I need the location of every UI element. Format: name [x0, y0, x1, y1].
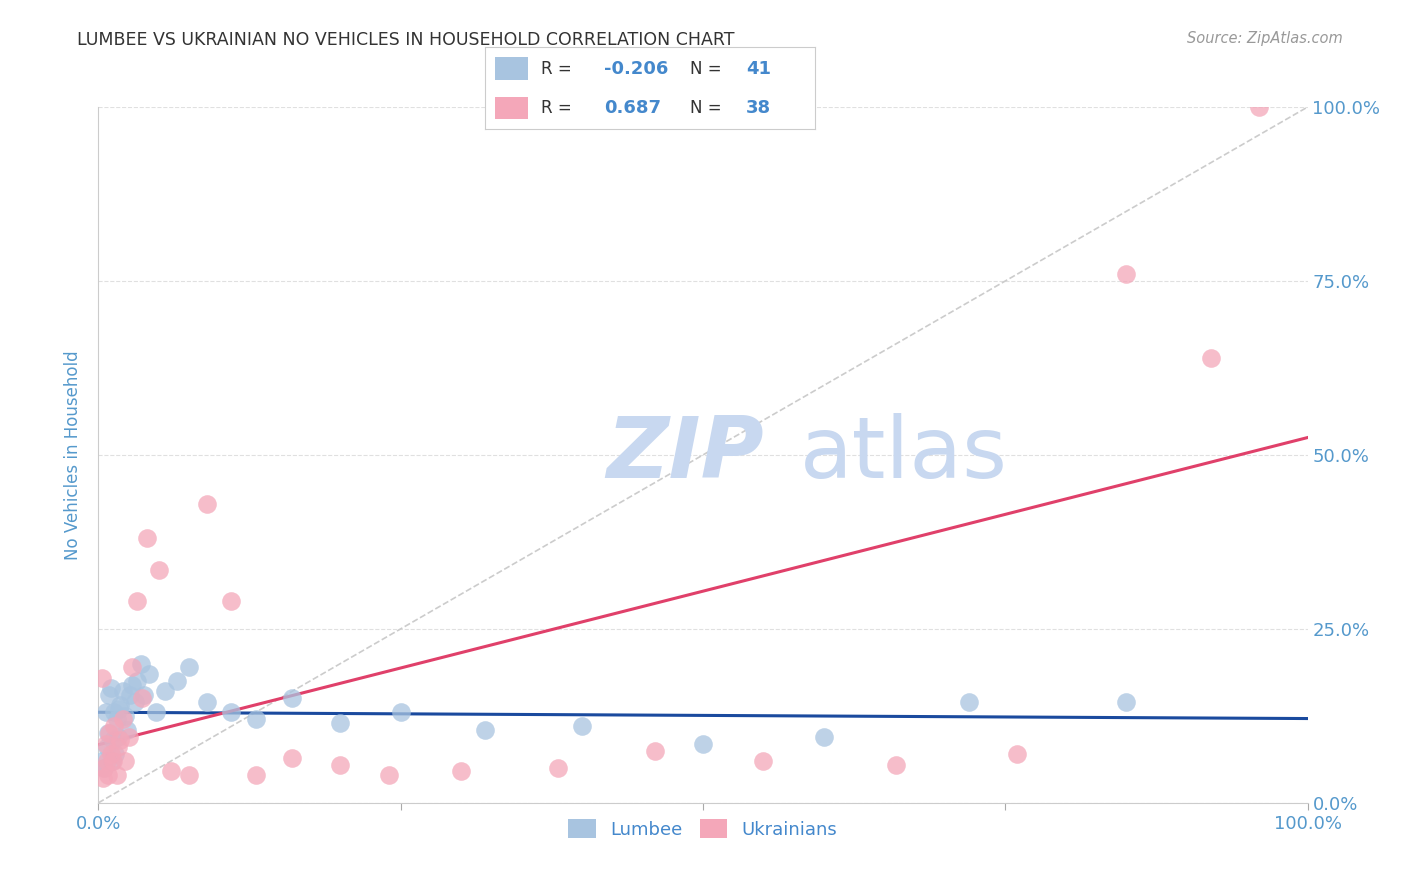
Y-axis label: No Vehicles in Household: No Vehicles in Household: [65, 350, 83, 560]
Point: [195, 695, 218, 709]
Point: [114, 754, 136, 768]
Point: [100, 754, 122, 768]
Point: [98, 688, 121, 702]
Point: [91, 754, 114, 768]
Point: [245, 712, 267, 726]
Point: [221, 594, 243, 608]
Point: [377, 768, 399, 782]
Text: 41: 41: [747, 60, 770, 78]
Point: [752, 754, 775, 768]
Point: [97, 768, 120, 782]
Point: [107, 730, 129, 744]
Point: [127, 594, 149, 608]
Point: [91, 772, 114, 786]
Point: [166, 674, 188, 689]
Point: [329, 757, 352, 772]
Point: [101, 733, 124, 747]
Point: [474, 723, 496, 737]
Text: R =: R =: [541, 99, 572, 117]
Text: R =: R =: [541, 60, 572, 78]
Point: [148, 563, 170, 577]
Point: [103, 719, 125, 733]
Text: 38: 38: [747, 99, 772, 117]
Point: [179, 768, 201, 782]
Text: LUMBEE VS UKRAINIAN NO VEHICLES IN HOUSEHOLD CORRELATION CHART: LUMBEE VS UKRAINIAN NO VEHICLES IN HOUSE…: [77, 31, 735, 49]
Point: [1007, 747, 1029, 761]
Point: [195, 497, 218, 511]
Point: [101, 754, 124, 768]
Point: [108, 702, 131, 716]
Point: [547, 761, 569, 775]
Point: [221, 706, 243, 720]
Text: -0.206: -0.206: [605, 60, 668, 78]
Point: [117, 723, 139, 737]
Text: ZIP: ZIP: [606, 413, 763, 497]
Point: [94, 706, 117, 720]
Point: [160, 764, 183, 779]
Bar: [495, 57, 529, 80]
Point: [98, 726, 121, 740]
Point: [100, 747, 122, 761]
Text: N =: N =: [690, 60, 721, 78]
Text: N =: N =: [690, 99, 721, 117]
Point: [108, 733, 131, 747]
Point: [108, 698, 131, 713]
Point: [121, 677, 143, 691]
Point: [96, 740, 118, 755]
Point: [131, 691, 153, 706]
Point: [111, 712, 134, 726]
Point: [118, 688, 141, 702]
Point: [644, 744, 666, 758]
Point: [1115, 267, 1137, 281]
Point: [105, 712, 128, 726]
Point: [96, 754, 118, 768]
Point: [105, 768, 128, 782]
Point: [886, 757, 908, 772]
Point: [281, 691, 304, 706]
Point: [1115, 695, 1137, 709]
Point: [329, 715, 352, 730]
Point: [107, 740, 129, 755]
Point: [281, 750, 304, 764]
Point: [813, 730, 835, 744]
Bar: [495, 96, 529, 120]
Point: [100, 681, 122, 695]
Legend: Lumbee, Ukrainians: Lumbee, Ukrainians: [561, 812, 845, 846]
Text: 0.687: 0.687: [605, 99, 661, 117]
Point: [129, 657, 152, 671]
Point: [121, 660, 143, 674]
Point: [104, 747, 127, 761]
Point: [97, 726, 120, 740]
Point: [118, 730, 141, 744]
Point: [124, 695, 146, 709]
Point: [93, 761, 115, 775]
Point: [134, 688, 156, 702]
Point: [450, 764, 472, 779]
Point: [571, 719, 593, 733]
Point: [91, 671, 114, 685]
Point: [138, 667, 160, 681]
Point: [957, 695, 980, 709]
Point: [135, 532, 157, 546]
Point: [111, 684, 134, 698]
Point: [153, 684, 176, 698]
Point: [1199, 351, 1222, 365]
Point: [93, 761, 115, 775]
Point: [94, 737, 117, 751]
Point: [1249, 100, 1271, 114]
Text: Source: ZipAtlas.com: Source: ZipAtlas.com: [1187, 31, 1343, 46]
Point: [114, 708, 136, 723]
Text: atlas: atlas: [800, 413, 1008, 497]
Point: [179, 660, 201, 674]
Point: [145, 706, 167, 720]
Point: [389, 706, 412, 720]
Point: [103, 706, 125, 720]
Point: [127, 674, 149, 689]
Point: [245, 768, 267, 782]
Point: [692, 737, 714, 751]
